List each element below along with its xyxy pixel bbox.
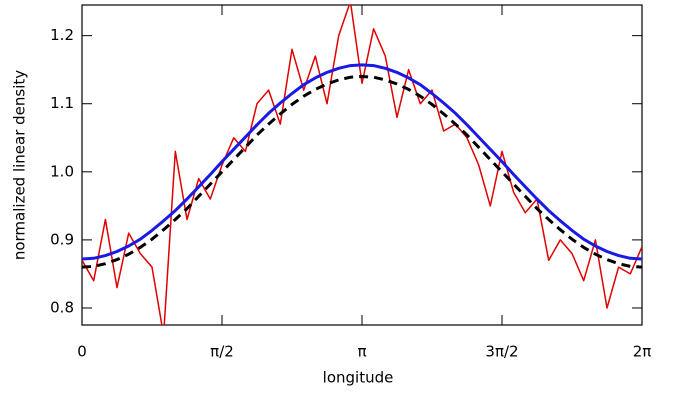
x-tick-label: π	[357, 343, 366, 361]
y-axis-label: normalized linear density	[11, 70, 29, 260]
plot-frame	[81, 4, 643, 326]
y-tick-label: 1.1	[50, 94, 74, 112]
series-line	[82, 63, 642, 261]
x-tick-label: 2π	[633, 343, 652, 361]
y-tick-label: 0.8	[50, 298, 74, 316]
y-tick-label: 0.9	[50, 230, 74, 248]
x-tick-label: 3π/2	[485, 343, 518, 361]
y-tick-label: 1.0	[50, 162, 74, 180]
x-tick-label: π/2	[210, 343, 234, 361]
x-tick-label: 0	[77, 343, 87, 361]
x-axis-label: longitude	[323, 369, 394, 387]
y-tick-label: 1.2	[50, 26, 74, 44]
plot-area	[82, 5, 642, 325]
series-line	[82, 75, 642, 269]
series-line	[82, 5, 642, 325]
